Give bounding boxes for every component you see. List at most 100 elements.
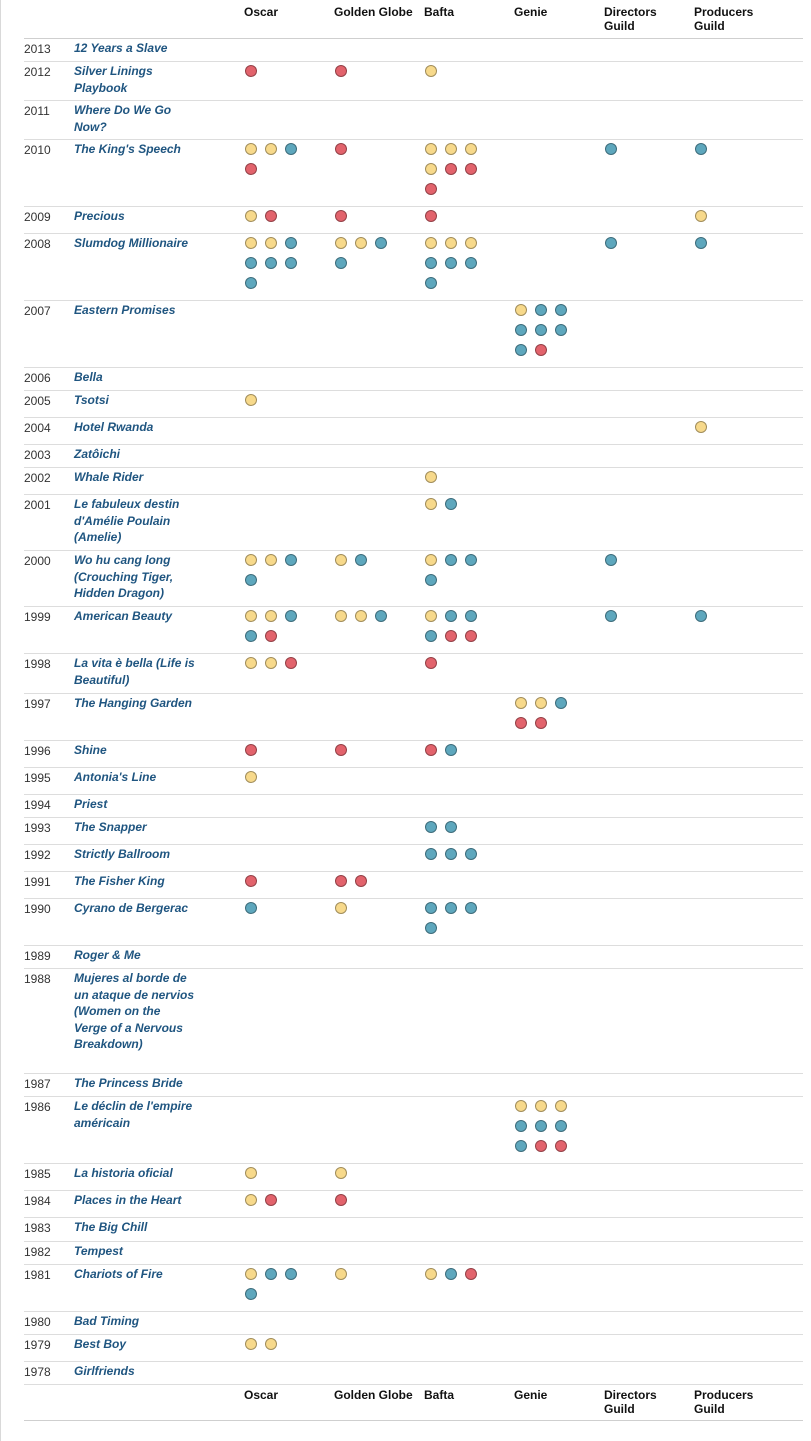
award-dot-blue[interactable]	[285, 1268, 297, 1280]
award-dot-yellow[interactable]	[465, 143, 477, 155]
award-dot-yellow[interactable]	[265, 1338, 277, 1350]
award-dot-blue[interactable]	[535, 324, 547, 336]
film-title-link[interactable]: Wo hu cang long (Crouching Tiger, Hidden…	[74, 553, 174, 600]
film-title-link[interactable]: Chariots of Fire	[74, 1267, 163, 1281]
film-title-link[interactable]: Strictly Ballroom	[74, 847, 171, 861]
award-dot-red[interactable]	[355, 875, 367, 887]
award-dot-yellow[interactable]	[245, 554, 257, 566]
award-dot-yellow[interactable]	[335, 1167, 347, 1179]
award-dot-yellow[interactable]	[265, 554, 277, 566]
award-dot-yellow[interactable]	[245, 771, 257, 783]
film-title-link[interactable]: The Hanging Garden	[74, 696, 193, 710]
award-dot-red[interactable]	[535, 1140, 547, 1152]
award-dot-yellow[interactable]	[355, 610, 367, 622]
award-dot-red[interactable]	[285, 657, 297, 669]
award-dot-blue[interactable]	[285, 554, 297, 566]
award-dot-red[interactable]	[445, 630, 457, 642]
award-dot-yellow[interactable]	[245, 1194, 257, 1206]
award-dot-red[interactable]	[335, 210, 347, 222]
award-dot-blue[interactable]	[535, 304, 547, 316]
award-dot-blue[interactable]	[445, 257, 457, 269]
award-dot-red[interactable]	[335, 1194, 347, 1206]
award-dot-yellow[interactable]	[465, 237, 477, 249]
award-dot-yellow[interactable]	[425, 1268, 437, 1280]
award-dot-yellow[interactable]	[335, 610, 347, 622]
award-dot-blue[interactable]	[445, 821, 457, 833]
award-dot-blue[interactable]	[445, 610, 457, 622]
award-dot-red[interactable]	[265, 1194, 277, 1206]
award-dot-blue[interactable]	[445, 498, 457, 510]
film-title-link[interactable]: Hotel Rwanda	[74, 420, 154, 434]
award-dot-red[interactable]	[335, 875, 347, 887]
award-dot-blue[interactable]	[285, 610, 297, 622]
film-title-link[interactable]: Bad Timing	[74, 1314, 140, 1328]
film-title-link[interactable]: Zatôichi	[74, 447, 121, 461]
film-title-link[interactable]: Priest	[74, 797, 108, 811]
award-dot-blue[interactable]	[425, 848, 437, 860]
award-dot-yellow[interactable]	[245, 237, 257, 249]
award-dot-blue[interactable]	[445, 902, 457, 914]
award-dot-red[interactable]	[335, 744, 347, 756]
award-dot-blue[interactable]	[425, 257, 437, 269]
award-dot-yellow[interactable]	[335, 554, 347, 566]
award-dot-yellow[interactable]	[425, 610, 437, 622]
award-dot-yellow[interactable]	[535, 1100, 547, 1112]
film-title-link[interactable]: Slumdog Millionaire	[74, 236, 189, 250]
award-dot-blue[interactable]	[515, 1140, 527, 1152]
award-dot-blue[interactable]	[375, 610, 387, 622]
film-title-link[interactable]: Silver Linings Playbook	[74, 64, 153, 95]
award-dot-yellow[interactable]	[425, 471, 437, 483]
film-title-link[interactable]: Best Boy	[74, 1337, 127, 1351]
award-dot-yellow[interactable]	[515, 697, 527, 709]
film-title-link[interactable]: Bella	[74, 370, 103, 384]
film-title-link[interactable]: Where Do We Go Now?	[74, 103, 172, 134]
award-dot-blue[interactable]	[375, 237, 387, 249]
award-dot-red[interactable]	[445, 163, 457, 175]
award-dot-blue[interactable]	[445, 848, 457, 860]
award-dot-yellow[interactable]	[245, 143, 257, 155]
award-dot-blue[interactable]	[245, 1288, 257, 1300]
award-dot-red[interactable]	[425, 744, 437, 756]
award-dot-blue[interactable]	[245, 257, 257, 269]
film-title-link[interactable]: The Snapper	[74, 820, 147, 834]
award-dot-blue[interactable]	[445, 554, 457, 566]
award-dot-yellow[interactable]	[335, 902, 347, 914]
award-dot-red[interactable]	[535, 344, 547, 356]
award-dot-blue[interactable]	[425, 902, 437, 914]
award-dot-yellow[interactable]	[245, 610, 257, 622]
award-dot-red[interactable]	[515, 717, 527, 729]
award-dot-red[interactable]	[245, 65, 257, 77]
award-dot-red[interactable]	[425, 657, 437, 669]
award-dot-blue[interactable]	[285, 143, 297, 155]
award-dot-blue[interactable]	[695, 237, 707, 249]
award-dot-yellow[interactable]	[555, 1100, 567, 1112]
award-dot-blue[interactable]	[425, 821, 437, 833]
film-title-link[interactable]: The Big Chill	[74, 1220, 148, 1234]
award-dot-red[interactable]	[335, 143, 347, 155]
award-dot-blue[interactable]	[245, 630, 257, 642]
film-title-link[interactable]: Cyrano de Bergerac	[74, 901, 189, 915]
award-dot-blue[interactable]	[605, 143, 617, 155]
award-dot-yellow[interactable]	[265, 657, 277, 669]
award-dot-red[interactable]	[555, 1140, 567, 1152]
award-dot-yellow[interactable]	[425, 554, 437, 566]
film-title-link[interactable]: Antonia's Line	[74, 770, 157, 784]
award-dot-blue[interactable]	[245, 574, 257, 586]
award-dot-yellow[interactable]	[245, 1338, 257, 1350]
award-dot-red[interactable]	[425, 183, 437, 195]
award-dot-blue[interactable]	[515, 344, 527, 356]
award-dot-blue[interactable]	[245, 277, 257, 289]
award-dot-yellow[interactable]	[335, 237, 347, 249]
film-title-link[interactable]: Tempest	[74, 1244, 123, 1258]
award-dot-yellow[interactable]	[265, 237, 277, 249]
film-title-link[interactable]: Shine	[74, 743, 107, 757]
award-dot-blue[interactable]	[425, 922, 437, 934]
award-dot-yellow[interactable]	[425, 237, 437, 249]
award-dot-yellow[interactable]	[695, 421, 707, 433]
award-dot-blue[interactable]	[515, 324, 527, 336]
film-title-link[interactable]: American Beauty	[74, 609, 173, 623]
film-title-link[interactable]: Whale Rider	[74, 470, 144, 484]
award-dot-yellow[interactable]	[535, 697, 547, 709]
award-dot-blue[interactable]	[425, 277, 437, 289]
award-dot-red[interactable]	[245, 875, 257, 887]
